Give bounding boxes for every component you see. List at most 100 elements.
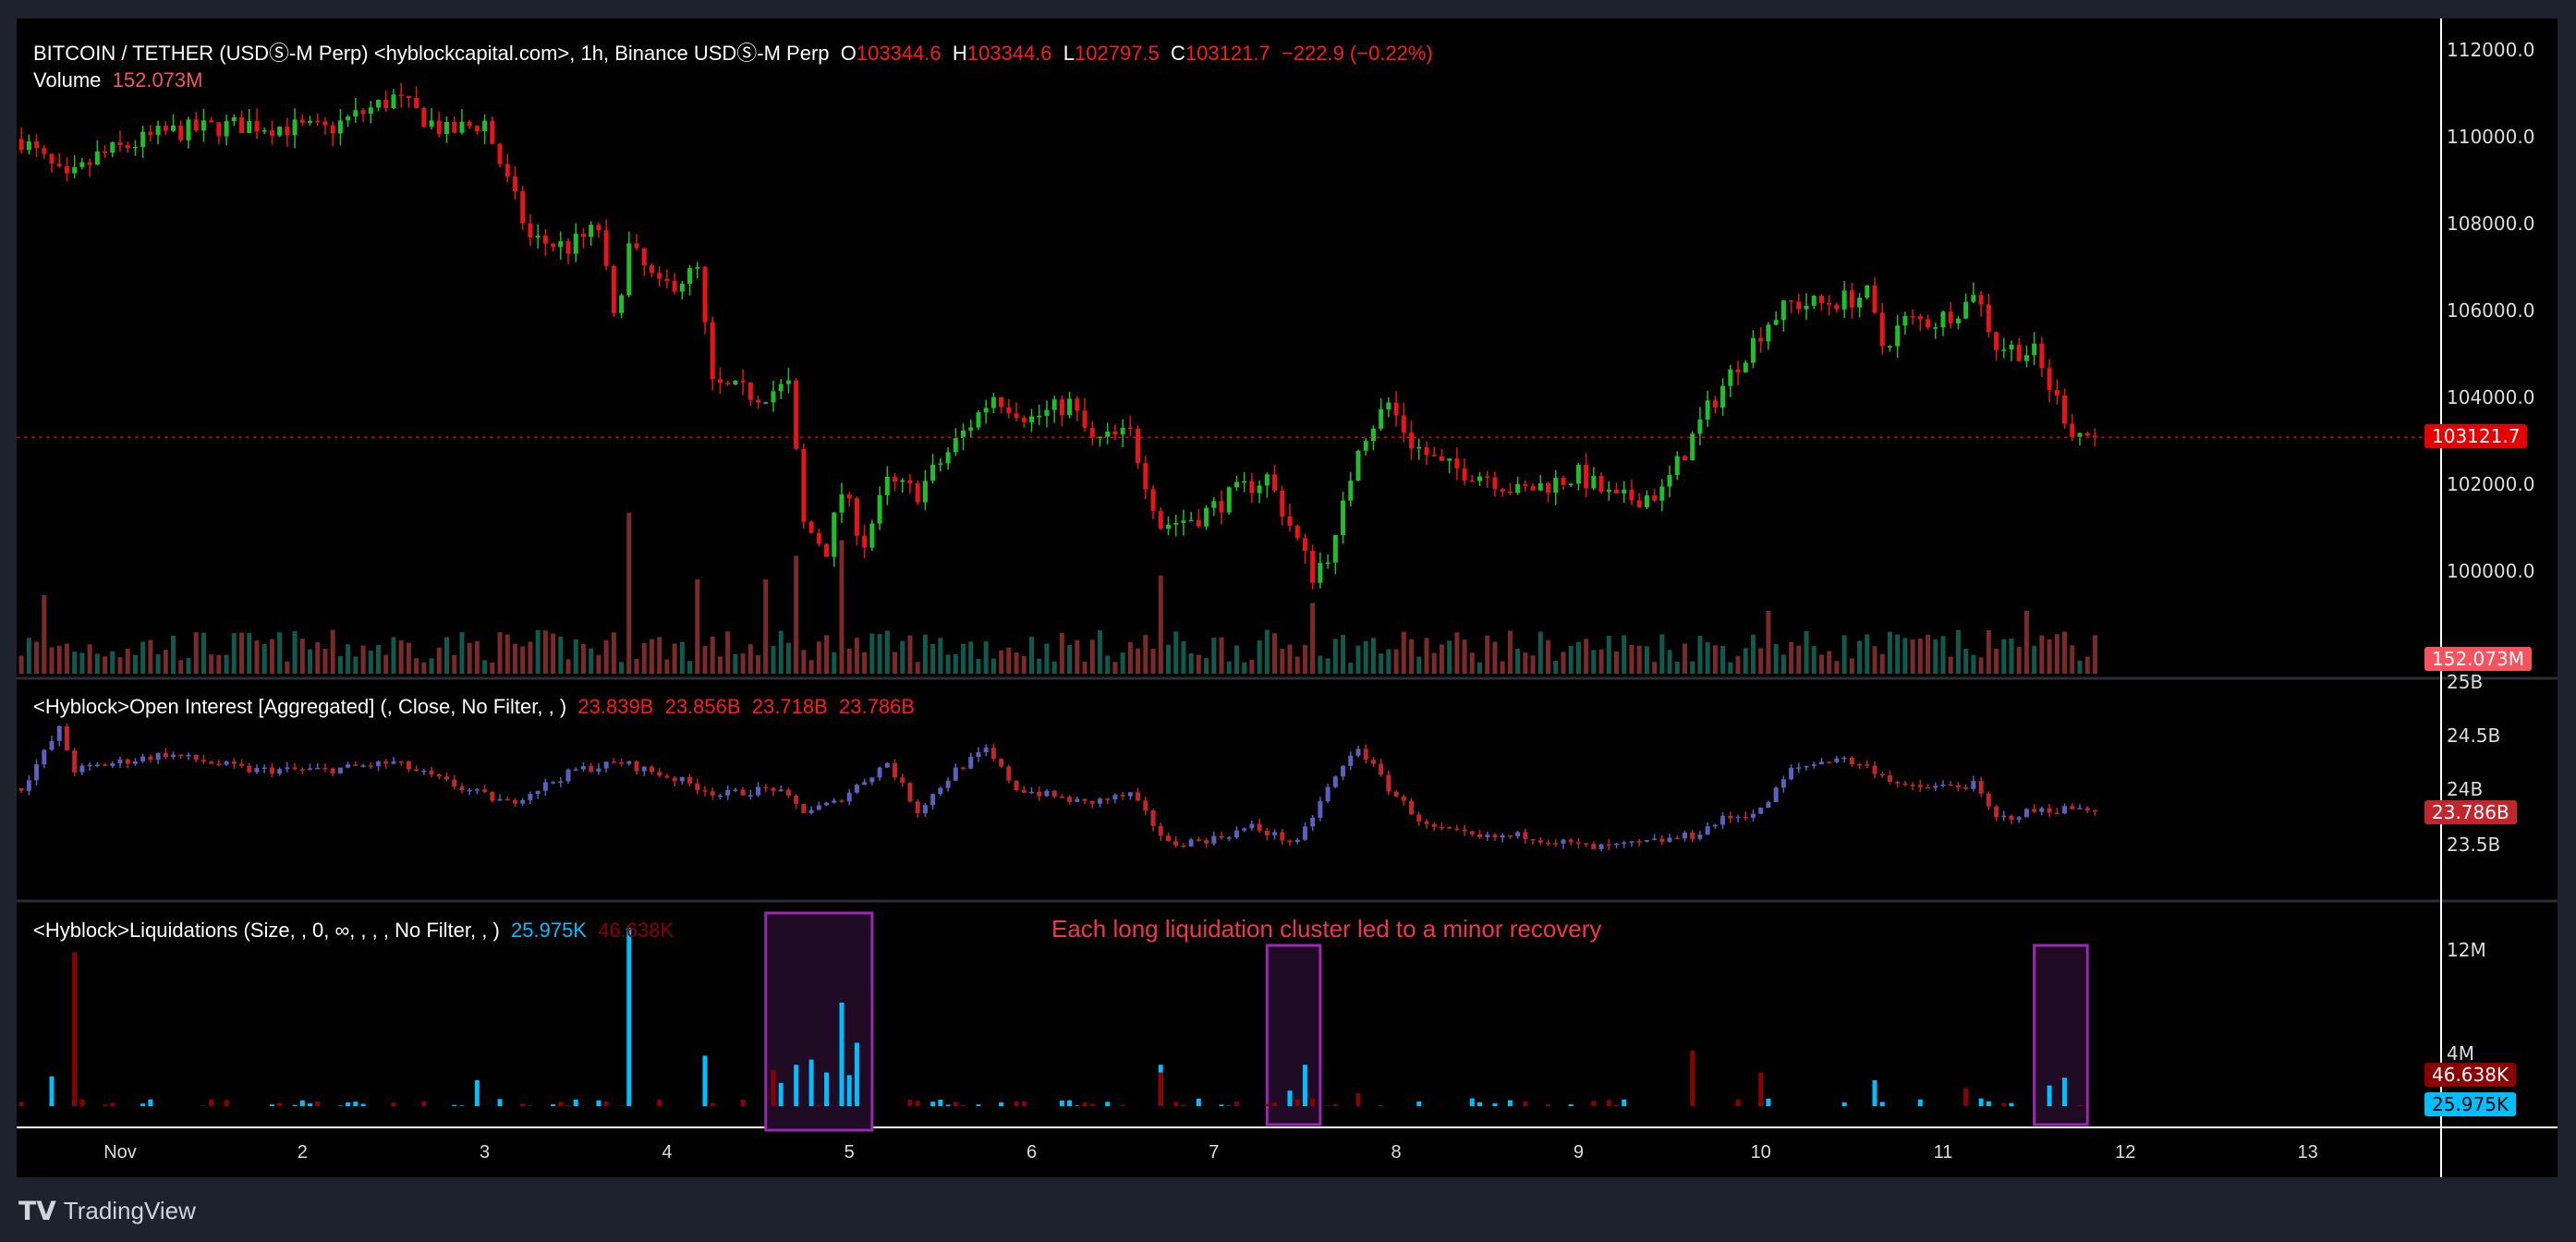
volume-bar xyxy=(1879,653,1885,674)
price-candle xyxy=(808,521,814,533)
oi-candle xyxy=(2084,808,2090,810)
short-liquidation-bar xyxy=(657,1100,662,1106)
oi-candle xyxy=(558,781,564,783)
tradingview-logo[interactable]: 𝗧𝗩 TradingView xyxy=(18,1196,196,1226)
oi-candle xyxy=(1841,757,1847,760)
price-candle xyxy=(368,107,373,114)
volume-bar xyxy=(26,638,31,674)
price-candle xyxy=(308,120,313,123)
volume-bar xyxy=(1971,654,1976,674)
oi-candle xyxy=(1780,779,1786,788)
oi-candle xyxy=(1614,843,1620,846)
price-candle xyxy=(771,391,776,403)
oi-candle xyxy=(1431,823,1437,827)
short-liquidation-bar xyxy=(1332,1104,1338,1106)
volume-bar xyxy=(1386,649,1391,674)
oi-candle xyxy=(854,785,859,793)
price-candle xyxy=(869,523,875,548)
volume-bar xyxy=(1165,644,1171,674)
short-liquidation-bar xyxy=(1014,1101,1019,1106)
oi-candle xyxy=(459,786,465,791)
long-liquidation-bar xyxy=(702,1055,708,1106)
volume-bar xyxy=(269,639,274,674)
volume-bar xyxy=(1105,655,1111,674)
volume-legend: Volume 152.073M xyxy=(33,68,202,92)
short-liquidation-bar xyxy=(1082,1102,1088,1106)
long-liquidation-bar xyxy=(2009,1102,2014,1106)
oi-candle xyxy=(1804,765,1809,768)
volume-bar xyxy=(1994,649,1999,674)
volume-bar xyxy=(915,662,920,674)
highlight-box xyxy=(1265,944,1322,1126)
volume-bar xyxy=(414,658,419,674)
volume-bar xyxy=(292,631,298,674)
long-liquidation-bar xyxy=(346,1102,351,1106)
volume-bar xyxy=(1082,662,1088,674)
volume-bar xyxy=(2001,639,2007,674)
oi-candle xyxy=(702,790,708,792)
oi-candle xyxy=(512,799,517,804)
high-value: 103344.6 xyxy=(966,42,1052,65)
oi-candle xyxy=(2039,808,2045,812)
volume-bar xyxy=(1895,634,1901,674)
oi-title: <Hyblock>Open Interest [Aggregated] (, C… xyxy=(33,695,567,718)
price-candle xyxy=(1272,474,1278,491)
oi-candle xyxy=(1705,826,1710,835)
oi-candle xyxy=(1318,801,1323,818)
volume-bar xyxy=(938,638,943,674)
oi-candle xyxy=(1462,829,1467,832)
oi-candle xyxy=(224,761,229,765)
volume-bar xyxy=(315,641,321,674)
oi-candle xyxy=(421,770,427,773)
long-liquidation-bar xyxy=(999,1102,1004,1106)
volume-bar xyxy=(1667,650,1672,674)
short-liquidation-bar xyxy=(565,1104,571,1106)
volume-bar xyxy=(1705,641,1710,674)
volume-bar xyxy=(1598,649,1604,674)
price-candle xyxy=(695,267,700,269)
price-candle xyxy=(1127,427,1133,430)
price-candle xyxy=(1720,385,1726,408)
price-candle xyxy=(679,283,685,292)
volume-bar xyxy=(1940,636,1946,674)
oi-candle xyxy=(2070,806,2075,810)
open-value: 103344.6 xyxy=(856,42,942,65)
liq-long-tag: 25.975K xyxy=(2424,1092,2517,1116)
chart-canvas[interactable] xyxy=(17,18,2558,1177)
date-label: 6 xyxy=(1026,1142,1038,1163)
volume-bar xyxy=(1750,634,1756,674)
price-candle xyxy=(756,399,761,403)
oi-candle xyxy=(915,801,920,814)
price-candle xyxy=(79,162,85,167)
price-candle xyxy=(163,126,168,131)
volume-bar xyxy=(193,632,199,674)
oi-candle xyxy=(216,763,222,765)
oi-candle xyxy=(1789,767,1794,780)
price-candle xyxy=(103,151,108,153)
price-candle xyxy=(512,176,517,191)
price-candle xyxy=(2077,432,2083,437)
price-candle xyxy=(1849,290,1854,308)
price-candle xyxy=(1917,316,1923,320)
volume-bar xyxy=(1758,648,1764,674)
price-candle xyxy=(1629,489,1634,501)
oi-candle xyxy=(922,805,928,814)
oi-candle xyxy=(1165,835,1171,842)
long-liquidation-bar xyxy=(452,1104,457,1106)
chart-area[interactable] xyxy=(17,18,2558,1177)
volume-bar xyxy=(467,642,472,674)
price-candle xyxy=(224,121,229,137)
volume-bar xyxy=(125,648,130,674)
price-candle xyxy=(1264,474,1270,486)
oi-candle xyxy=(1917,785,1923,787)
price-candle xyxy=(1994,332,1999,350)
price-candle xyxy=(1249,481,1255,493)
price-candle xyxy=(976,412,981,428)
price-candle xyxy=(990,396,996,408)
oi-candle xyxy=(1272,832,1278,835)
oi-candle xyxy=(785,789,791,796)
oi-candle xyxy=(261,767,267,770)
price-candle xyxy=(474,126,480,131)
price-candle xyxy=(968,427,974,431)
oi-candle xyxy=(1416,814,1422,822)
